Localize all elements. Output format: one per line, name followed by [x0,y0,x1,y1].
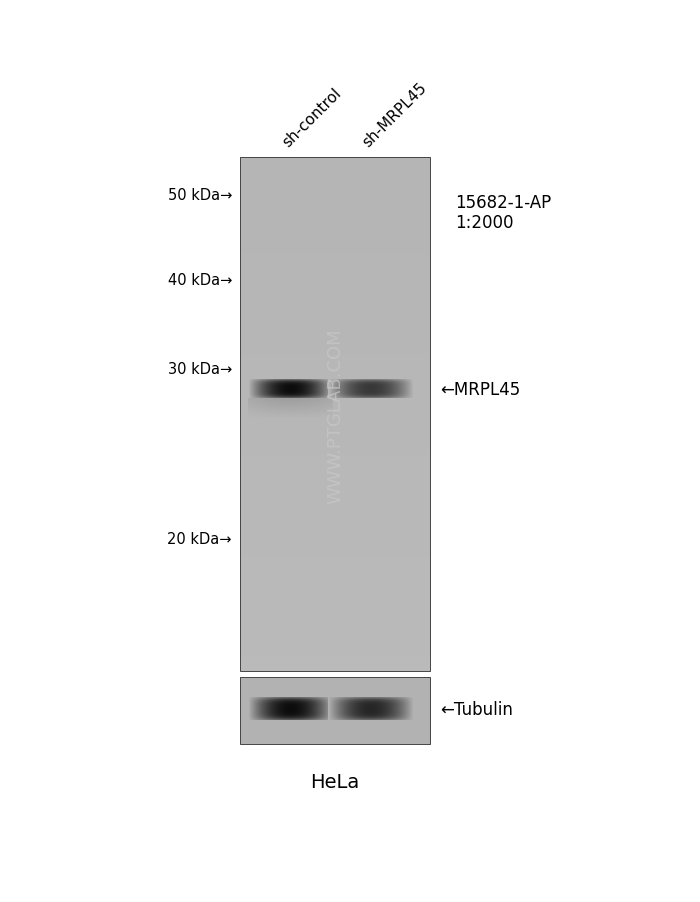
Text: sh-control: sh-control [279,86,344,150]
Text: HeLa: HeLa [310,772,360,791]
Text: 50 kDa→: 50 kDa→ [167,188,232,202]
Bar [240,672,430,676]
Text: 15682-1-AP
1:2000: 15682-1-AP 1:2000 [455,193,552,232]
Bar [240,158,430,671]
Text: WWW.PTGLAB.COM: WWW.PTGLAB.COM [326,328,344,503]
Bar [240,677,430,744]
Text: ←MRPL45: ←MRPL45 [440,381,520,399]
Text: sh-MRPL45: sh-MRPL45 [359,80,429,150]
Text: ←Tubulin: ←Tubulin [440,700,513,718]
Text: 20 kDa→: 20 kDa→ [167,532,232,547]
Text: 30 kDa→: 30 kDa→ [168,362,232,377]
Text: 40 kDa→: 40 kDa→ [167,272,232,287]
